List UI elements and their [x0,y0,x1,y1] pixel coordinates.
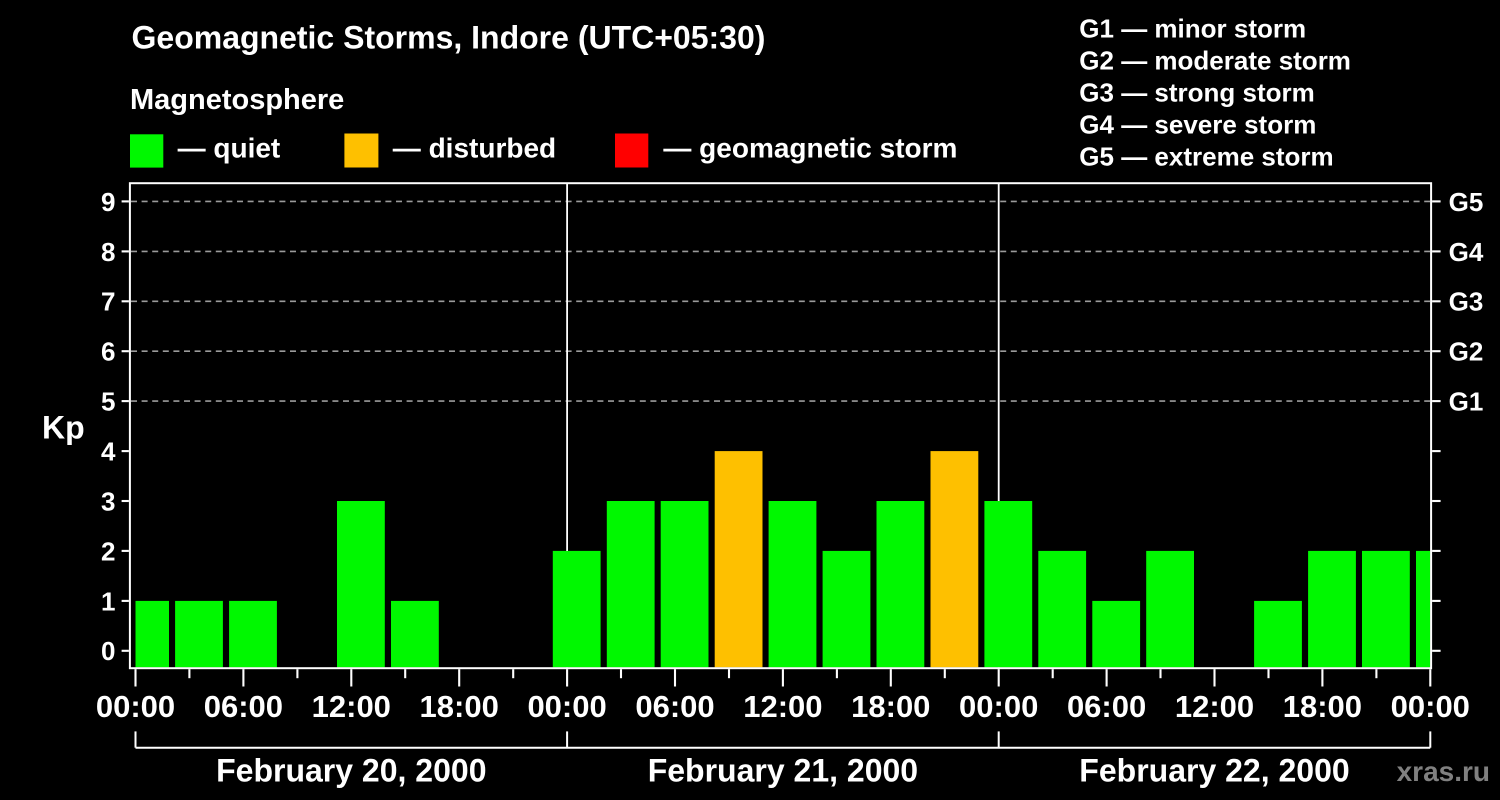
svg-text:18:00: 18:00 [851,689,930,724]
svg-text:00:00: 00:00 [1391,689,1470,724]
svg-text:— disturbed: — disturbed [393,133,556,164]
svg-text:18:00: 18:00 [1283,689,1362,724]
svg-text:12:00: 12:00 [312,689,391,724]
svg-text:6: 6 [101,337,115,367]
svg-text:February 21, 2000: February 21, 2000 [648,752,918,788]
svg-text:G2 — moderate storm: G2 — moderate storm [1079,45,1351,75]
svg-text:06:00: 06:00 [204,689,283,724]
svg-text:00:00: 00:00 [96,689,175,724]
svg-text:G1 — minor storm: G1 — minor storm [1079,13,1306,43]
svg-text:G5: G5 [1449,187,1484,217]
svg-text:12:00: 12:00 [1175,689,1254,724]
svg-text:06:00: 06:00 [1067,689,1146,724]
svg-text:Magnetosphere: Magnetosphere [130,84,344,116]
svg-text:— geomagnetic storm: — geomagnetic storm [663,133,957,164]
svg-text:2: 2 [101,536,115,566]
svg-text:G1: G1 [1449,387,1484,417]
svg-text:G4 — severe storm: G4 — severe storm [1079,109,1316,139]
svg-text:9: 9 [101,187,115,217]
svg-text:G2: G2 [1449,337,1484,367]
svg-text:3: 3 [101,486,115,516]
svg-text:G4: G4 [1449,237,1484,267]
svg-text:0: 0 [101,636,115,666]
svg-text:7: 7 [101,287,115,317]
svg-text:06:00: 06:00 [635,689,714,724]
svg-text:8: 8 [101,237,115,267]
svg-text:00:00: 00:00 [527,689,606,724]
svg-text:Kp: Kp [42,409,85,445]
svg-text:xras.ru: xras.ru [1397,756,1490,787]
svg-text:G5 — extreme storm: G5 — extreme storm [1079,141,1333,171]
svg-text:G3: G3 [1449,287,1484,317]
svg-text:Geomagnetic Storms, Indore (UT: Geomagnetic Storms, Indore (UTC+05:30) [132,20,766,56]
svg-text:February 22, 2000: February 22, 2000 [1079,752,1349,788]
svg-text:4: 4 [101,437,116,467]
svg-text:G3 — strong storm: G3 — strong storm [1079,77,1314,107]
svg-text:— quiet: — quiet [178,133,281,164]
svg-text:18:00: 18:00 [420,689,499,724]
svg-text:12:00: 12:00 [743,689,822,724]
svg-text:1: 1 [101,586,115,616]
svg-text:00:00: 00:00 [959,689,1038,724]
svg-text:5: 5 [101,387,115,417]
svg-text:February 20, 2000: February 20, 2000 [216,752,486,788]
